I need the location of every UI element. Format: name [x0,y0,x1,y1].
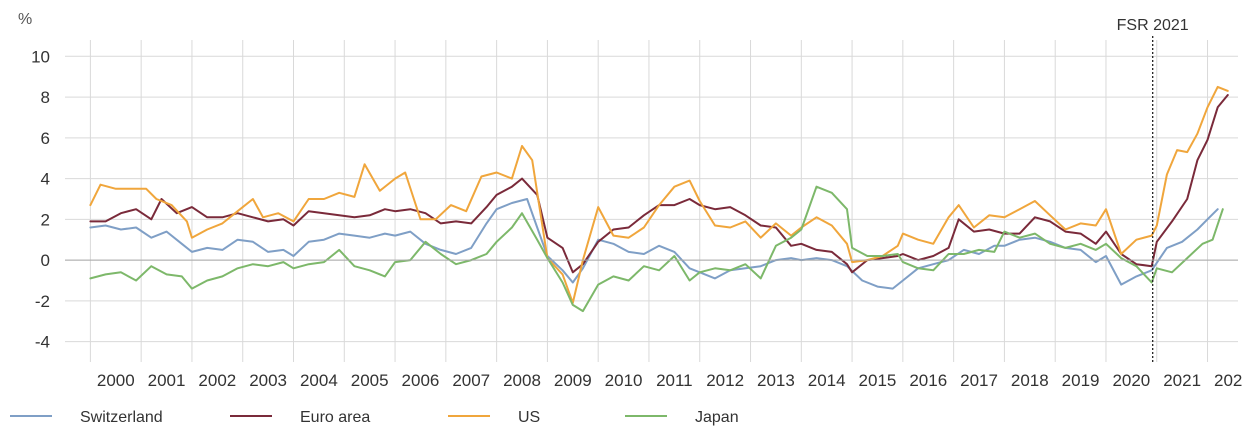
x-tick-label: 2002 [198,371,236,390]
y-tick-label: 8 [41,88,50,107]
x-tick-label: 2022 [1214,371,1243,390]
series-lines [89,85,1229,313]
x-tick-label: 2003 [249,371,287,390]
x-tick-label: 2004 [300,371,338,390]
legend: Switzerland Euro area US Japan [10,409,739,426]
legend-label: Euro area [300,409,370,426]
series-line-japan [89,185,1224,313]
y-tick-label: 6 [41,129,50,148]
axes: 10 8 6 4 2 0 -2 -4 2000 2001 2002 2003 2004 2005 2006 2… [18,11,1243,390]
annotation: FSR 2021 [1117,17,1189,362]
x-tick-label: 2018 [1011,371,1049,390]
x-tick-label: 2019 [1062,371,1100,390]
series-line-euro-area [89,94,1229,274]
fsr-marker-label: FSR 2021 [1117,17,1189,34]
legend-label: Switzerland [80,409,163,426]
y-axis-unit: % [18,11,32,28]
series-line-switzerland [89,198,1219,290]
y-tick-label: 0 [41,251,50,270]
x-tick-label: 2009 [554,371,592,390]
y-tick-label: 2 [41,210,50,229]
x-tick-label: 2012 [706,371,744,390]
x-tick-label: 2006 [402,371,440,390]
x-tick-label: 2014 [808,371,846,390]
x-tick-label: 2015 [859,371,897,390]
x-tick-label: 2016 [909,371,947,390]
legend-label: Japan [695,409,739,426]
x-tick-label: 2020 [1112,371,1150,390]
grid [65,40,1238,362]
x-tick-label: 2017 [960,371,998,390]
x-tick-label: 2011 [656,371,693,390]
x-tick-label: 2010 [605,371,643,390]
x-tick-label: 2008 [503,371,541,390]
x-tick-label: 2013 [757,371,795,390]
legend-label: US [518,409,540,426]
x-tick-label: 2007 [452,371,490,390]
x-tick-label: 2005 [351,371,389,390]
x-tick-label: 2001 [148,371,186,390]
y-tick-label: 4 [41,170,50,189]
series-line-us [89,85,1229,304]
y-tick-label: 10 [31,47,50,66]
x-tick-label: 2021 [1163,371,1201,390]
x-tick-label: 2000 [97,371,135,390]
y-tick-label: -4 [35,333,50,352]
y-tick-label: -2 [35,292,50,311]
